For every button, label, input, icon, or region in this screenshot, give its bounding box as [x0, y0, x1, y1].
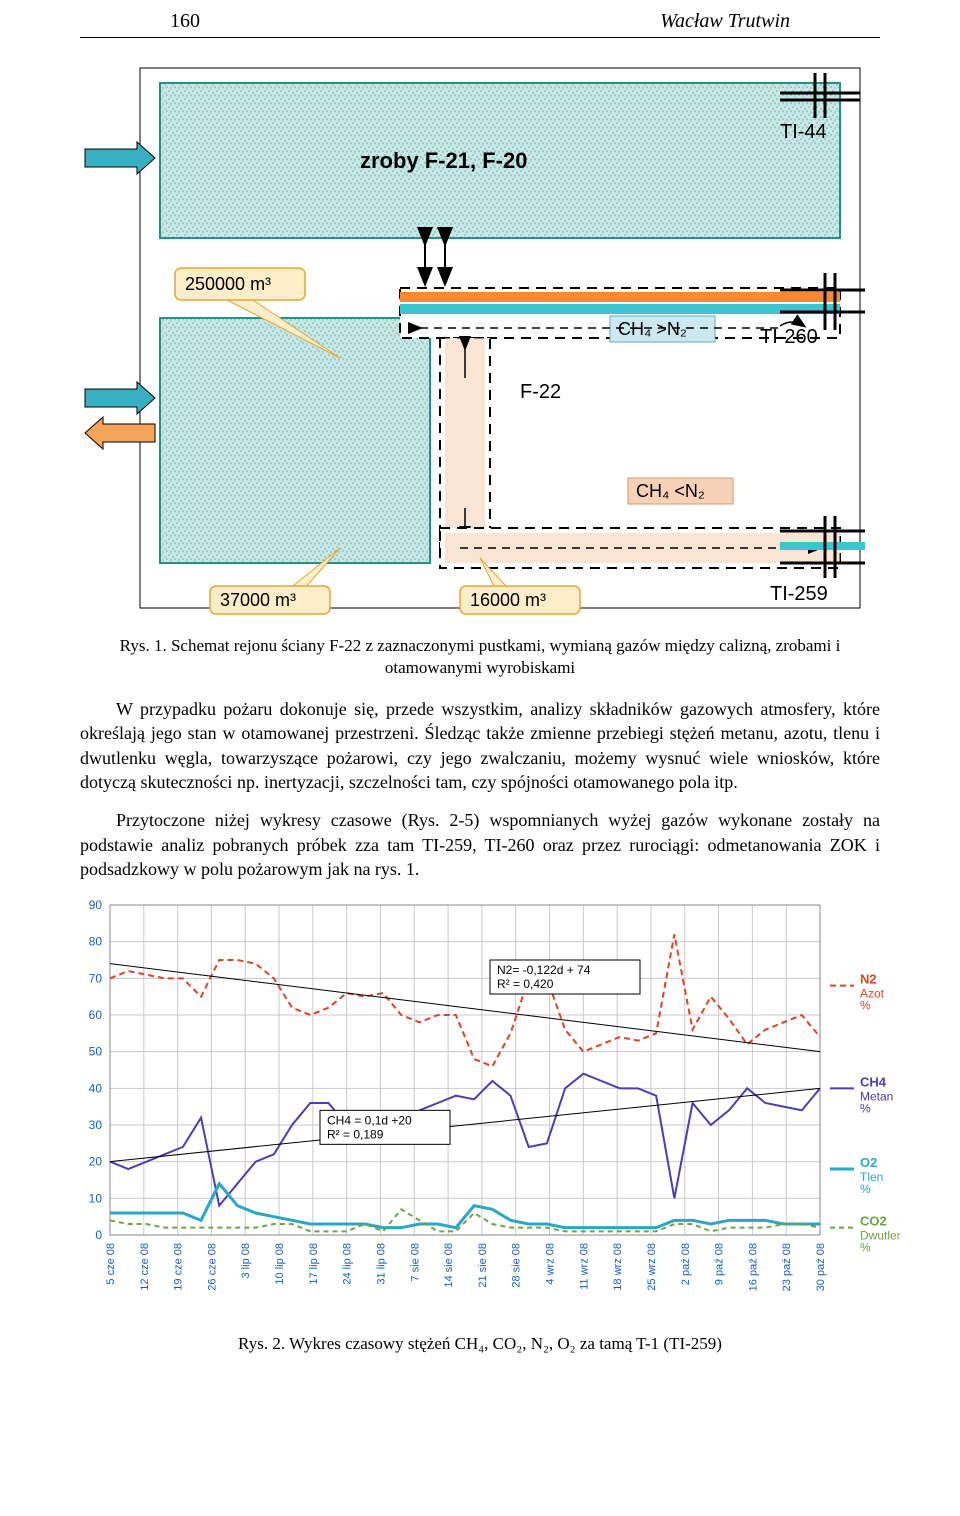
svg-text:O2: O2 [860, 1155, 877, 1170]
svg-text:50: 50 [89, 1045, 103, 1059]
figure1-caption: Rys. 1. Schemat rejonu ściany F-22 z zaz… [80, 635, 880, 679]
svg-text:2 paź 08: 2 paź 08 [680, 1243, 692, 1285]
svg-text:R² = 0,189: R² = 0,189 [327, 1128, 384, 1142]
svg-text:%: % [860, 1102, 871, 1116]
svg-text:%: % [860, 1241, 871, 1255]
svg-text:24 lip 08: 24 lip 08 [342, 1243, 354, 1285]
author-name: Wacław Trutwin [660, 10, 790, 33]
svg-text:9 paź 08: 9 paź 08 [714, 1243, 726, 1285]
svg-text:7 sie 08: 7 sie 08 [409, 1243, 421, 1282]
svg-text:28 sie 08: 28 sie 08 [511, 1243, 523, 1288]
svg-text:23 paź 08: 23 paź 08 [781, 1243, 793, 1291]
page-number: 160 [170, 10, 200, 33]
svg-text:CH4: CH4 [860, 1075, 887, 1090]
svg-text:30 paź 08: 30 paź 08 [815, 1243, 827, 1291]
paragraph-1: W przypadku pożaru dokonuje się, przede … [80, 697, 880, 794]
svg-text:26 cze 08: 26 cze 08 [206, 1243, 218, 1291]
svg-text:16 paź 08: 16 paź 08 [747, 1243, 759, 1291]
svg-text:TI-259: TI-259 [770, 583, 828, 605]
svg-text:10: 10 [89, 1192, 103, 1206]
svg-text:%: % [860, 999, 871, 1013]
svg-text:31 lip 08: 31 lip 08 [375, 1243, 387, 1285]
svg-text:21 sie 08: 21 sie 08 [477, 1243, 489, 1288]
svg-text:11 wrz 08: 11 wrz 08 [578, 1243, 590, 1290]
svg-text:90: 90 [89, 898, 103, 912]
svg-text:CH4 = 0,1d +20: CH4 = 0,1d +20 [327, 1114, 412, 1128]
svg-text:19 cze 08: 19 cze 08 [173, 1243, 185, 1291]
svg-text:F-22: F-22 [520, 381, 561, 403]
svg-text:14 sie 08: 14 sie 08 [443, 1243, 455, 1288]
svg-text:CH₄ >N₂: CH₄ >N₂ [618, 319, 687, 339]
svg-text:12 cze 08: 12 cze 08 [139, 1243, 151, 1291]
svg-text:30: 30 [89, 1118, 103, 1132]
svg-text:R² = 0,420: R² = 0,420 [497, 977, 554, 991]
svg-text:40: 40 [89, 1082, 103, 1096]
svg-text:5 cze 08: 5 cze 08 [105, 1243, 117, 1285]
svg-text:25 wrz 08: 25 wrz 08 [646, 1243, 658, 1291]
svg-text:20: 20 [89, 1155, 103, 1169]
schematic-diagram: zroby F-21, F-20 TI-44 TI-260 CH₄ >N₂ F-22 CH… [80, 58, 880, 623]
paragraph-2: Przytoczone niżej wykresy czasowe (Rys. … [80, 808, 880, 881]
svg-text:TI-260: TI-260 [760, 326, 818, 348]
svg-text:zroby F-21, F-20: zroby F-21, F-20 [360, 148, 527, 173]
svg-text:16000 m³: 16000 m³ [470, 590, 546, 610]
svg-text:37000 m³: 37000 m³ [220, 590, 296, 610]
svg-text:TI-44: TI-44 [780, 121, 827, 143]
time-series-chart: 0 10 20 30 40 50 60 70 80 90 5 cze 08 12 cze 08 19 c… [60, 895, 900, 1320]
svg-text:%: % [860, 1182, 871, 1196]
svg-text:10 lip 08: 10 lip 08 [274, 1243, 286, 1285]
svg-text:18 wrz 08: 18 wrz 08 [612, 1243, 624, 1291]
svg-text:0: 0 [95, 1228, 102, 1242]
svg-text:CO2: CO2 [860, 1214, 887, 1229]
svg-text:17 lip 08: 17 lip 08 [308, 1243, 320, 1285]
svg-text:80: 80 [89, 935, 103, 949]
svg-text:3 lip 08: 3 lip 08 [240, 1243, 252, 1278]
svg-text:4 wrz 08: 4 wrz 08 [545, 1243, 557, 1285]
svg-text:70: 70 [89, 972, 103, 986]
svg-text:60: 60 [89, 1008, 103, 1022]
figure2-caption: Rys. 2. Wykres czasowy stężeń CH₄, CO₂, … [80, 1334, 880, 1354]
svg-text:N2= -0,122d + 74: N2= -0,122d + 74 [497, 963, 591, 977]
svg-text:CH₄ <N₂: CH₄ <N₂ [636, 481, 705, 501]
svg-text:250000 m³: 250000 m³ [185, 274, 271, 294]
svg-text:N2: N2 [860, 972, 877, 987]
